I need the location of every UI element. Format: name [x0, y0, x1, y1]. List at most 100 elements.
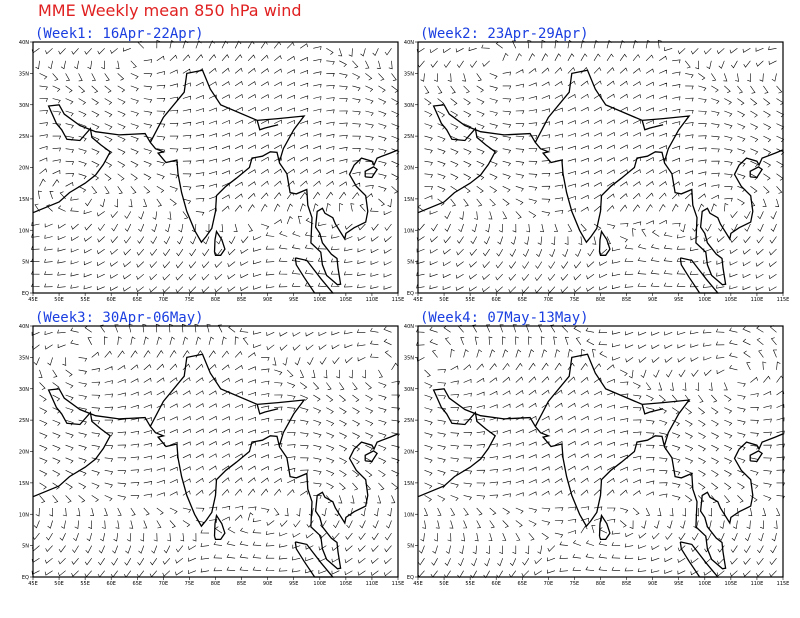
y-tick-label: 40N — [19, 40, 29, 46]
y-tick-label: 15N — [19, 197, 29, 203]
y-tick-label: EQ — [407, 291, 414, 297]
wind-barbs — [416, 324, 785, 579]
y-tick-label: 20N — [19, 166, 29, 172]
coastline — [417, 353, 784, 578]
x-tick-label: 110E — [366, 297, 379, 303]
y-tick-label: 40N — [404, 40, 414, 46]
x-tick-label: 110E — [366, 581, 379, 587]
x-tick-label: 70E — [544, 581, 554, 587]
y-tick-label: 30N — [404, 387, 414, 393]
x-tick-label: 45E — [413, 581, 423, 587]
y-tick-label: 15N — [19, 481, 29, 487]
x-tick-label: 50E — [54, 581, 64, 587]
y-tick-label: 5N — [22, 260, 29, 266]
x-tick-label: 75E — [185, 581, 195, 587]
x-tick-label: 75E — [185, 297, 195, 303]
x-tick-label: 60E — [106, 581, 116, 587]
x-tick-label: 75E — [570, 297, 580, 303]
x-tick-label: 100E — [698, 297, 711, 303]
x-tick-label: 65E — [518, 297, 528, 303]
y-tick-label: EQ — [407, 575, 414, 581]
y-tick-label: 15N — [404, 481, 414, 487]
x-tick-label: 115E — [777, 581, 790, 587]
coastline — [32, 69, 399, 294]
x-tick-label: 105E — [340, 297, 353, 303]
x-tick-label: 105E — [340, 581, 353, 587]
x-tick-label: 95E — [674, 581, 684, 587]
y-tick-label: 10N — [404, 228, 414, 234]
x-tick-label: 115E — [392, 581, 405, 587]
y-tick-label: 30N — [19, 387, 29, 393]
x-tick-label: 95E — [289, 297, 299, 303]
x-tick-label: 85E — [237, 297, 247, 303]
x-tick-label: 90E — [648, 581, 658, 587]
x-tick-label: 45E — [413, 297, 423, 303]
coastline — [32, 353, 399, 578]
y-tick-label: 25N — [19, 134, 29, 140]
y-tick-label: 10N — [19, 512, 29, 518]
figure-title: MME Weekly mean 850 hPa wind — [38, 1, 302, 20]
y-tick-label: 35N — [19, 71, 29, 77]
y-tick-label: 20N — [404, 450, 414, 456]
wind-barbs — [31, 39, 400, 294]
y-tick-label: 25N — [19, 418, 29, 424]
y-tick-label: 35N — [404, 355, 414, 361]
x-tick-label: 60E — [491, 297, 501, 303]
x-tick-label: 75E — [570, 581, 580, 587]
x-tick-label: 65E — [133, 297, 143, 303]
x-tick-label: 115E — [392, 297, 405, 303]
x-tick-label: 80E — [596, 581, 606, 587]
panel-title: (Week4: 07May-13May) — [420, 310, 589, 326]
x-tick-label: 110E — [751, 297, 764, 303]
y-tick-label: 25N — [404, 418, 414, 424]
x-tick-label: 45E — [28, 297, 38, 303]
x-tick-label: 110E — [751, 581, 764, 587]
x-tick-label: 60E — [106, 297, 116, 303]
x-tick-label: 100E — [313, 581, 326, 587]
wind-barbs — [31, 323, 400, 578]
x-tick-label: 70E — [159, 297, 169, 303]
x-tick-label: 50E — [439, 581, 449, 587]
x-tick-label: 90E — [263, 297, 273, 303]
wind-barbs — [416, 39, 785, 294]
y-tick-label: 5N — [407, 544, 414, 550]
y-tick-label: 40N — [404, 324, 414, 330]
y-tick-label: 15N — [404, 197, 414, 203]
x-tick-label: 90E — [648, 297, 658, 303]
y-tick-label: 30N — [19, 103, 29, 109]
x-tick-label: 55E — [80, 297, 90, 303]
y-tick-label: 10N — [404, 512, 414, 518]
x-tick-label: 50E — [54, 297, 64, 303]
x-tick-label: 85E — [622, 581, 632, 587]
x-tick-label: 70E — [159, 581, 169, 587]
y-tick-label: 20N — [19, 450, 29, 456]
y-tick-label: 30N — [404, 103, 414, 109]
y-tick-label: 10N — [19, 228, 29, 234]
x-tick-label: 65E — [518, 581, 528, 587]
x-tick-label: 65E — [133, 581, 143, 587]
x-tick-label: 45E — [28, 581, 38, 587]
x-tick-label: 80E — [596, 297, 606, 303]
panel-title: (Week3: 30Apr-06May) — [35, 310, 204, 326]
x-tick-label: 100E — [313, 297, 326, 303]
y-tick-label: 25N — [404, 134, 414, 140]
x-tick-label: 55E — [80, 581, 90, 587]
x-tick-label: 95E — [674, 297, 684, 303]
y-tick-label: EQ — [22, 291, 29, 297]
panel-title: (Week2: 23Apr-29Apr) — [420, 26, 589, 42]
x-tick-label: 85E — [237, 581, 247, 587]
y-tick-label: 20N — [404, 166, 414, 172]
y-tick-label: 35N — [19, 355, 29, 361]
x-tick-label: 90E — [263, 581, 273, 587]
x-tick-label: 70E — [544, 297, 554, 303]
y-tick-label: 35N — [404, 71, 414, 77]
x-tick-label: 50E — [439, 297, 449, 303]
x-tick-label: 115E — [777, 297, 790, 303]
x-tick-label: 105E — [725, 297, 738, 303]
x-tick-label: 80E — [211, 581, 221, 587]
x-tick-label: 55E — [465, 297, 475, 303]
coastline — [417, 69, 784, 294]
x-tick-label: 100E — [698, 581, 711, 587]
x-tick-label: 60E — [491, 581, 501, 587]
